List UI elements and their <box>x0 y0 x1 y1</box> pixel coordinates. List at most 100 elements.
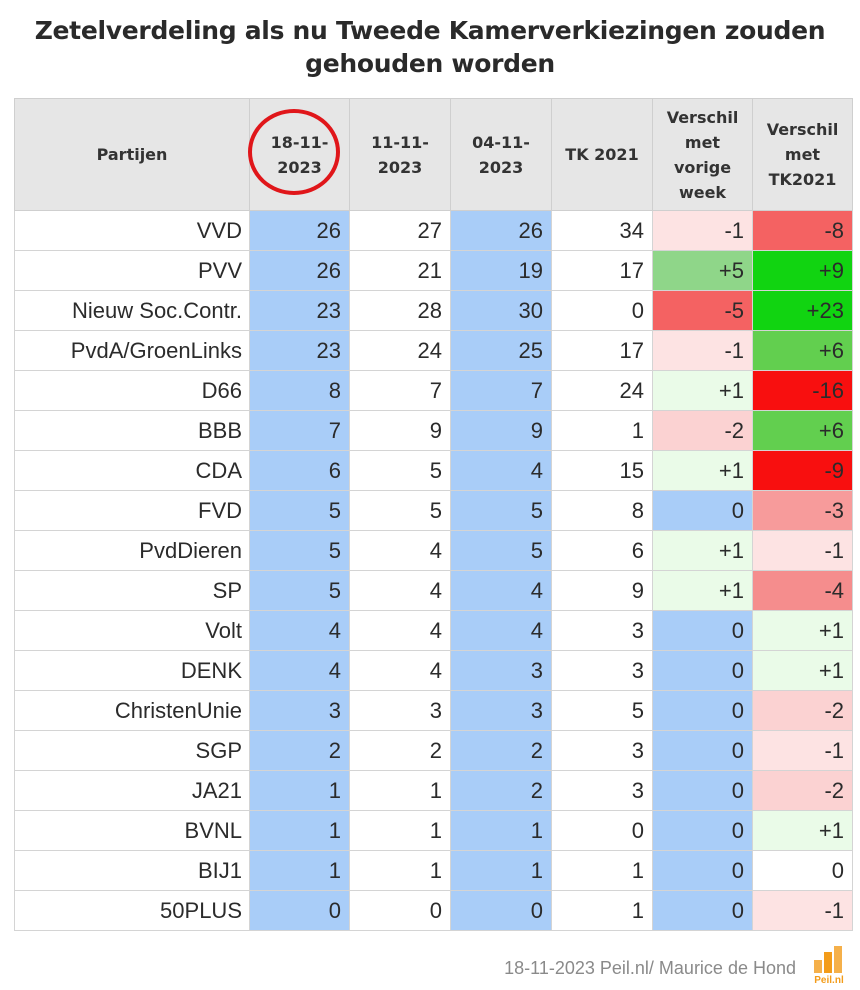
svg-text:Peil.nl: Peil.nl <box>814 975 844 984</box>
diff-week-value: -1 <box>652 330 753 371</box>
diff-tk2021-value: +9 <box>752 250 853 291</box>
table-body: VVD 26 27 26 34 -1 -8 PVV 26 21 19 17 +5 +9 Nieuw Soc.… <box>14 210 853 931</box>
poll-04-11-value: 25 <box>450 330 552 371</box>
poll-04-11-value: 5 <box>450 530 552 571</box>
poll-04-11-value: 0 <box>450 890 552 931</box>
poll-11-11-value: 1 <box>349 770 451 811</box>
header-diff-week: Verschil met vorige week <box>652 98 753 211</box>
header-tk2021: TK 2021 <box>551 98 653 211</box>
poll-18-11-value: 2 <box>249 730 350 771</box>
diff-week-value: 0 <box>652 490 753 531</box>
tk2021-value: 1 <box>551 890 653 931</box>
table-row: Volt 4 4 4 3 0 +1 <box>14 610 853 651</box>
header-partijen: Partijen <box>14 98 250 211</box>
table-row: D66 8 7 7 24 +1 -16 <box>14 370 853 411</box>
poll-18-11-value: 23 <box>249 330 350 371</box>
poll-18-11-value: 7 <box>249 410 350 451</box>
party-name: PVV <box>14 250 250 291</box>
title-line-2: gehouden worden <box>305 49 555 78</box>
poll-18-11-value: 4 <box>249 650 350 691</box>
party-name: PvdDieren <box>14 530 250 571</box>
tk2021-value: 3 <box>551 730 653 771</box>
poll-11-11-value: 2 <box>349 730 451 771</box>
tk2021-value: 3 <box>551 650 653 691</box>
poll-04-11-value: 1 <box>450 810 552 851</box>
poll-11-11-value: 4 <box>349 530 451 571</box>
party-name: DENK <box>14 650 250 691</box>
poll-04-11-value: 2 <box>450 770 552 811</box>
diff-week-value: 0 <box>652 810 753 851</box>
diff-week-value: -5 <box>652 290 753 331</box>
poll-18-11-value: 4 <box>249 610 350 651</box>
poll-18-11-value: 1 <box>249 770 350 811</box>
poll-04-11-value: 5 <box>450 490 552 531</box>
tk2021-value: 34 <box>551 210 653 251</box>
poll-04-11-value: 19 <box>450 250 552 291</box>
table-row: CDA 6 5 4 15 +1 -9 <box>14 450 853 491</box>
diff-tk2021-value: +1 <box>752 810 853 851</box>
party-name: D66 <box>14 370 250 411</box>
poll-04-11-value: 30 <box>450 290 552 331</box>
diff-week-value: 0 <box>652 610 753 651</box>
party-name: Nieuw Soc.Contr. <box>14 290 250 331</box>
table-row: FVD 5 5 5 8 0 -3 <box>14 490 853 531</box>
party-name: PvdA/GroenLinks <box>14 330 250 371</box>
poll-18-11-value: 6 <box>249 450 350 491</box>
diff-week-value: +1 <box>652 370 753 411</box>
diff-tk2021-value: -2 <box>752 770 853 811</box>
poll-04-11-value: 4 <box>450 570 552 611</box>
poll-11-11-value: 9 <box>349 410 451 451</box>
table-row: SP 5 4 4 9 +1 -4 <box>14 570 853 611</box>
poll-11-11-value: 3 <box>349 690 451 731</box>
poll-18-11-value: 23 <box>249 290 350 331</box>
header-row: Partijen 18-11- 2023 11-11- 2023 04-11- 202… <box>14 98 853 211</box>
diff-tk2021-value: +23 <box>752 290 853 331</box>
poll-18-11-value: 5 <box>249 530 350 571</box>
diff-week-value: 0 <box>652 650 753 691</box>
poll-18-11-value: 1 <box>249 810 350 851</box>
diff-week-value: 0 <box>652 690 753 731</box>
party-name: CDA <box>14 450 250 491</box>
diff-week-value: -1 <box>652 210 753 251</box>
party-name: FVD <box>14 490 250 531</box>
diff-tk2021-value: -1 <box>752 730 853 771</box>
diff-tk2021-value: 0 <box>752 850 853 891</box>
peil-logo: Peil.nl <box>811 944 847 986</box>
diff-tk2021-value: -9 <box>752 450 853 491</box>
party-name: BIJ1 <box>14 850 250 891</box>
tk2021-value: 3 <box>551 610 653 651</box>
diff-week-value: 0 <box>652 730 753 771</box>
header-poll-11-11: 11-11- 2023 <box>349 98 451 211</box>
poll-11-11-value: 28 <box>349 290 451 331</box>
poll-04-11-value: 4 <box>450 610 552 651</box>
footer-credit: 18-11-2023 Peil.nl/ Maurice de Hond <box>504 958 796 978</box>
tk2021-value: 1 <box>551 410 653 451</box>
diff-week-value: 0 <box>652 850 753 891</box>
table-row: PVV 26 21 19 17 +5 +9 <box>14 250 853 291</box>
party-name: SGP <box>14 730 250 771</box>
table-row: PvdDieren 5 4 5 6 +1 -1 <box>14 530 853 571</box>
table-row: Nieuw Soc.Contr. 23 28 30 0 -5 +23 <box>14 290 853 331</box>
poll-11-11-value: 4 <box>349 610 451 651</box>
poll-18-11-value: 0 <box>249 890 350 931</box>
poll-11-11-value: 27 <box>349 210 451 251</box>
poll-18-11-value: 8 <box>249 370 350 411</box>
seat-distribution-table: Partijen 18-11- 2023 11-11- 2023 04-11- 202… <box>14 98 853 931</box>
table-row: DENK 4 4 3 3 0 +1 <box>14 650 853 691</box>
poll-11-11-value: 1 <box>349 810 451 851</box>
diff-tk2021-value: -16 <box>752 370 853 411</box>
poll-11-11-value: 0 <box>349 890 451 931</box>
poll-04-11-value: 4 <box>450 450 552 491</box>
table-row: ChristenUnie 3 3 3 5 0 -2 <box>14 690 853 731</box>
party-name: BBB <box>14 410 250 451</box>
tk2021-value: 9 <box>551 570 653 611</box>
poll-11-11-value: 5 <box>349 490 451 531</box>
poll-11-11-value: 7 <box>349 370 451 411</box>
poll-18-11-value: 26 <box>249 210 350 251</box>
table-row: PvdA/GroenLinks 23 24 25 17 -1 +6 <box>14 330 853 371</box>
table-row: BVNL 1 1 1 0 0 +1 <box>14 810 853 851</box>
poll-11-11-value: 24 <box>349 330 451 371</box>
poll-18-11-value: 5 <box>249 490 350 531</box>
poll-04-11-value: 3 <box>450 690 552 731</box>
diff-tk2021-value: -4 <box>752 570 853 611</box>
